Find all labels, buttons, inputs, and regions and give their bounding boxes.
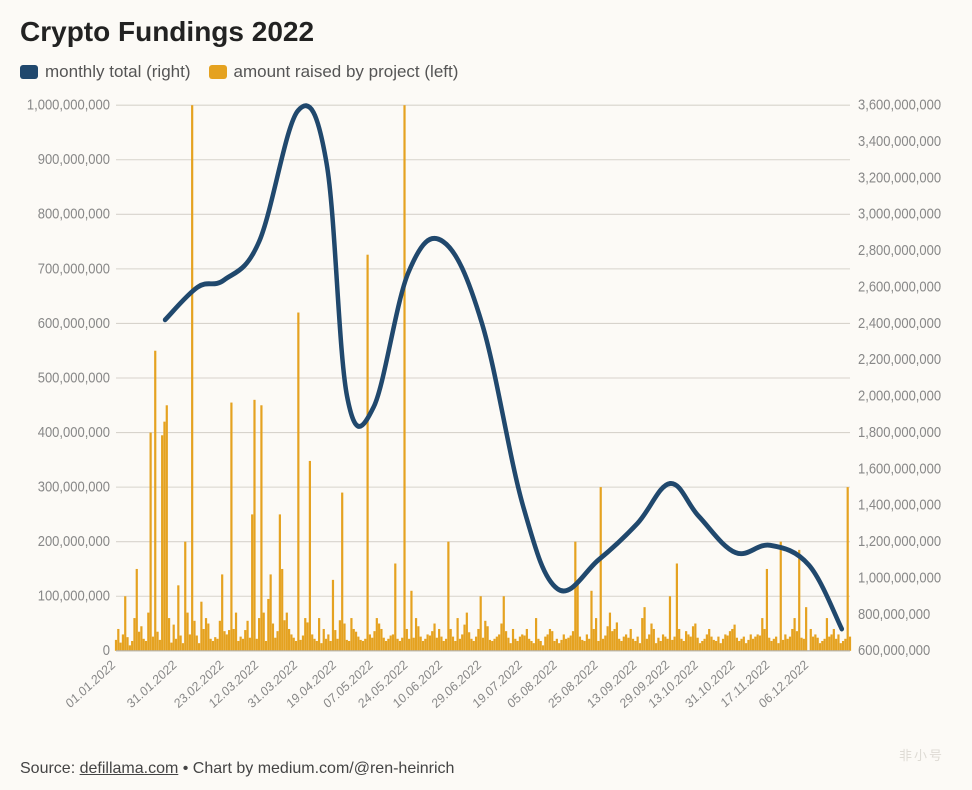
chart-title: Crypto Fundings 2022 bbox=[20, 16, 952, 48]
source-link[interactable]: defillama.com bbox=[80, 760, 179, 777]
legend-swatch-bar bbox=[209, 65, 227, 79]
svg-text:600,000,000: 600,000,000 bbox=[38, 315, 111, 331]
svg-text:31.01.2022: 31.01.2022 bbox=[125, 657, 180, 711]
svg-text:01.01.2022: 01.01.2022 bbox=[63, 657, 118, 711]
svg-text:2,600,000,000: 2,600,000,000 bbox=[858, 279, 941, 295]
svg-text:1,800,000,000: 1,800,000,000 bbox=[858, 424, 941, 440]
svg-text:900,000,000: 900,000,000 bbox=[38, 152, 111, 168]
svg-text:1,000,000,000: 1,000,000,000 bbox=[858, 570, 941, 586]
svg-text:3,400,000,000: 3,400,000,000 bbox=[858, 133, 941, 149]
svg-text:3,000,000,000: 3,000,000,000 bbox=[858, 206, 941, 222]
legend-item-amount-raised: amount raised by project (left) bbox=[209, 62, 459, 82]
svg-text:3,600,000,000: 3,600,000,000 bbox=[858, 97, 941, 113]
svg-text:700,000,000: 700,000,000 bbox=[38, 261, 111, 277]
legend-swatch-line bbox=[20, 65, 38, 79]
svg-text:800,000,000: 800,000,000 bbox=[38, 206, 111, 222]
svg-text:2,000,000,000: 2,000,000,000 bbox=[858, 388, 941, 404]
legend-item-monthly-total: monthly total (right) bbox=[20, 62, 191, 82]
svg-text:0: 0 bbox=[103, 643, 111, 659]
legend: monthly total (right) amount raised by p… bbox=[20, 62, 952, 82]
svg-text:500,000,000: 500,000,000 bbox=[38, 370, 111, 386]
svg-text:600,000,000: 600,000,000 bbox=[858, 643, 931, 659]
svg-text:3,200,000,000: 3,200,000,000 bbox=[858, 170, 941, 186]
source-prefix: Source: bbox=[20, 760, 80, 777]
svg-text:200,000,000: 200,000,000 bbox=[38, 534, 111, 550]
svg-text:1,600,000,000: 1,600,000,000 bbox=[858, 461, 941, 477]
source-suffix: • Chart by medium.com/@ren-heinrich bbox=[178, 760, 454, 777]
svg-text:2,200,000,000: 2,200,000,000 bbox=[858, 352, 941, 368]
svg-text:2,400,000,000: 2,400,000,000 bbox=[858, 315, 941, 331]
svg-text:1,400,000,000: 1,400,000,000 bbox=[858, 497, 941, 513]
legend-label-amount-raised: amount raised by project (left) bbox=[234, 62, 459, 82]
source-line: Source: defillama.com • Chart by medium.… bbox=[20, 752, 952, 778]
svg-text:400,000,000: 400,000,000 bbox=[38, 424, 111, 440]
svg-text:1,200,000,000: 1,200,000,000 bbox=[858, 534, 941, 550]
svg-text:800,000,000: 800,000,000 bbox=[858, 606, 931, 622]
svg-text:300,000,000: 300,000,000 bbox=[38, 479, 111, 495]
svg-text:1,000,000,000: 1,000,000,000 bbox=[27, 97, 110, 113]
svg-text:100,000,000: 100,000,000 bbox=[38, 588, 111, 604]
svg-text:2,800,000,000: 2,800,000,000 bbox=[858, 243, 941, 259]
legend-label-monthly-total: monthly total (right) bbox=[45, 62, 191, 82]
chart-area: 0 100,000,000 200,000,000 300,000,000 400,00… bbox=[20, 92, 952, 752]
